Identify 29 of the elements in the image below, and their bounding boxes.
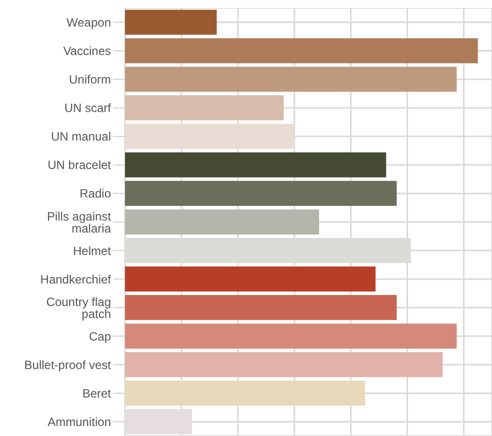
bar xyxy=(125,352,443,378)
y-tick-label: Helmet xyxy=(72,244,112,258)
y-tick-label: Cap xyxy=(88,329,112,344)
bar xyxy=(125,295,397,320)
bar xyxy=(125,38,478,64)
bar xyxy=(125,324,457,349)
y-tick-label: Handkerchief xyxy=(40,272,112,286)
y-tick-label: Radio xyxy=(80,186,112,201)
bar xyxy=(125,95,284,120)
bar xyxy=(125,180,397,206)
bar xyxy=(125,10,217,35)
y-tick-label: Vaccines xyxy=(63,44,111,58)
y-tick-label: Pills against malaria xyxy=(46,209,112,236)
y-tick-label: Weapon xyxy=(66,16,111,30)
y-tick-label: Bullet-proof vest xyxy=(24,358,112,372)
bar xyxy=(125,409,192,434)
bar xyxy=(125,380,365,406)
y-tick-label: UN manual xyxy=(50,130,111,144)
y-tick-label: Ammunition xyxy=(48,414,111,429)
bar xyxy=(125,124,294,149)
y-tick-label: Country flag patch xyxy=(46,294,111,321)
y-tick-label: Beret xyxy=(82,386,112,400)
bar xyxy=(125,66,457,92)
bar xyxy=(125,266,376,292)
y-tick-label: UN bracelet xyxy=(48,158,112,172)
bar xyxy=(125,209,320,234)
bar xyxy=(125,152,386,178)
y-tick-label: UN scarf xyxy=(64,101,112,116)
y-tick-label: Uniform xyxy=(68,72,111,87)
